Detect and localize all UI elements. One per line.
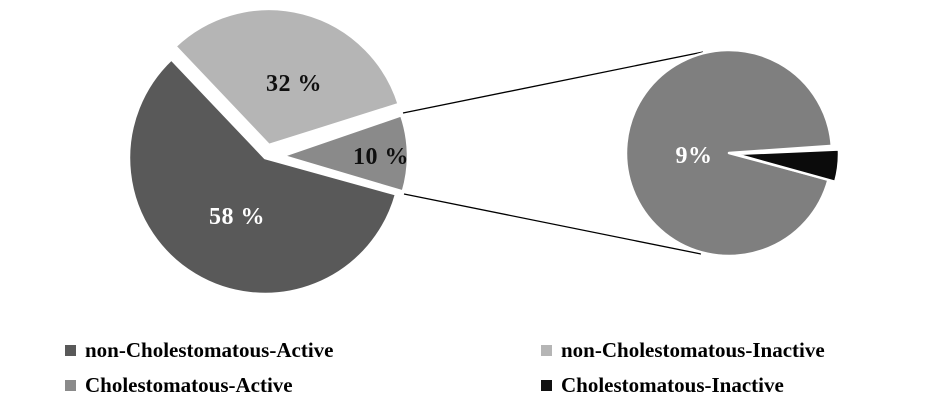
- pie-slice-main-non-cholestomatous-inactive: [174, 7, 400, 147]
- slice-data-label: 9%: [676, 143, 713, 169]
- connector-line-top: [402, 51, 704, 114]
- slice-data-label: 10 %: [353, 144, 409, 170]
- connector-line-bottom: [403, 193, 702, 255]
- slice-data-label: 58 %: [209, 204, 265, 230]
- pie-slice-main-cholestomatous-grouped: [281, 114, 410, 193]
- slice-data-label: 32 %: [266, 71, 322, 97]
- pie-slice-main-non-cholestomatous-active: [127, 58, 398, 296]
- pie-slice-secondary-cholestomatous-active: [624, 48, 833, 258]
- pie-slice-secondary-cholestomatous-inactive: [733, 148, 841, 184]
